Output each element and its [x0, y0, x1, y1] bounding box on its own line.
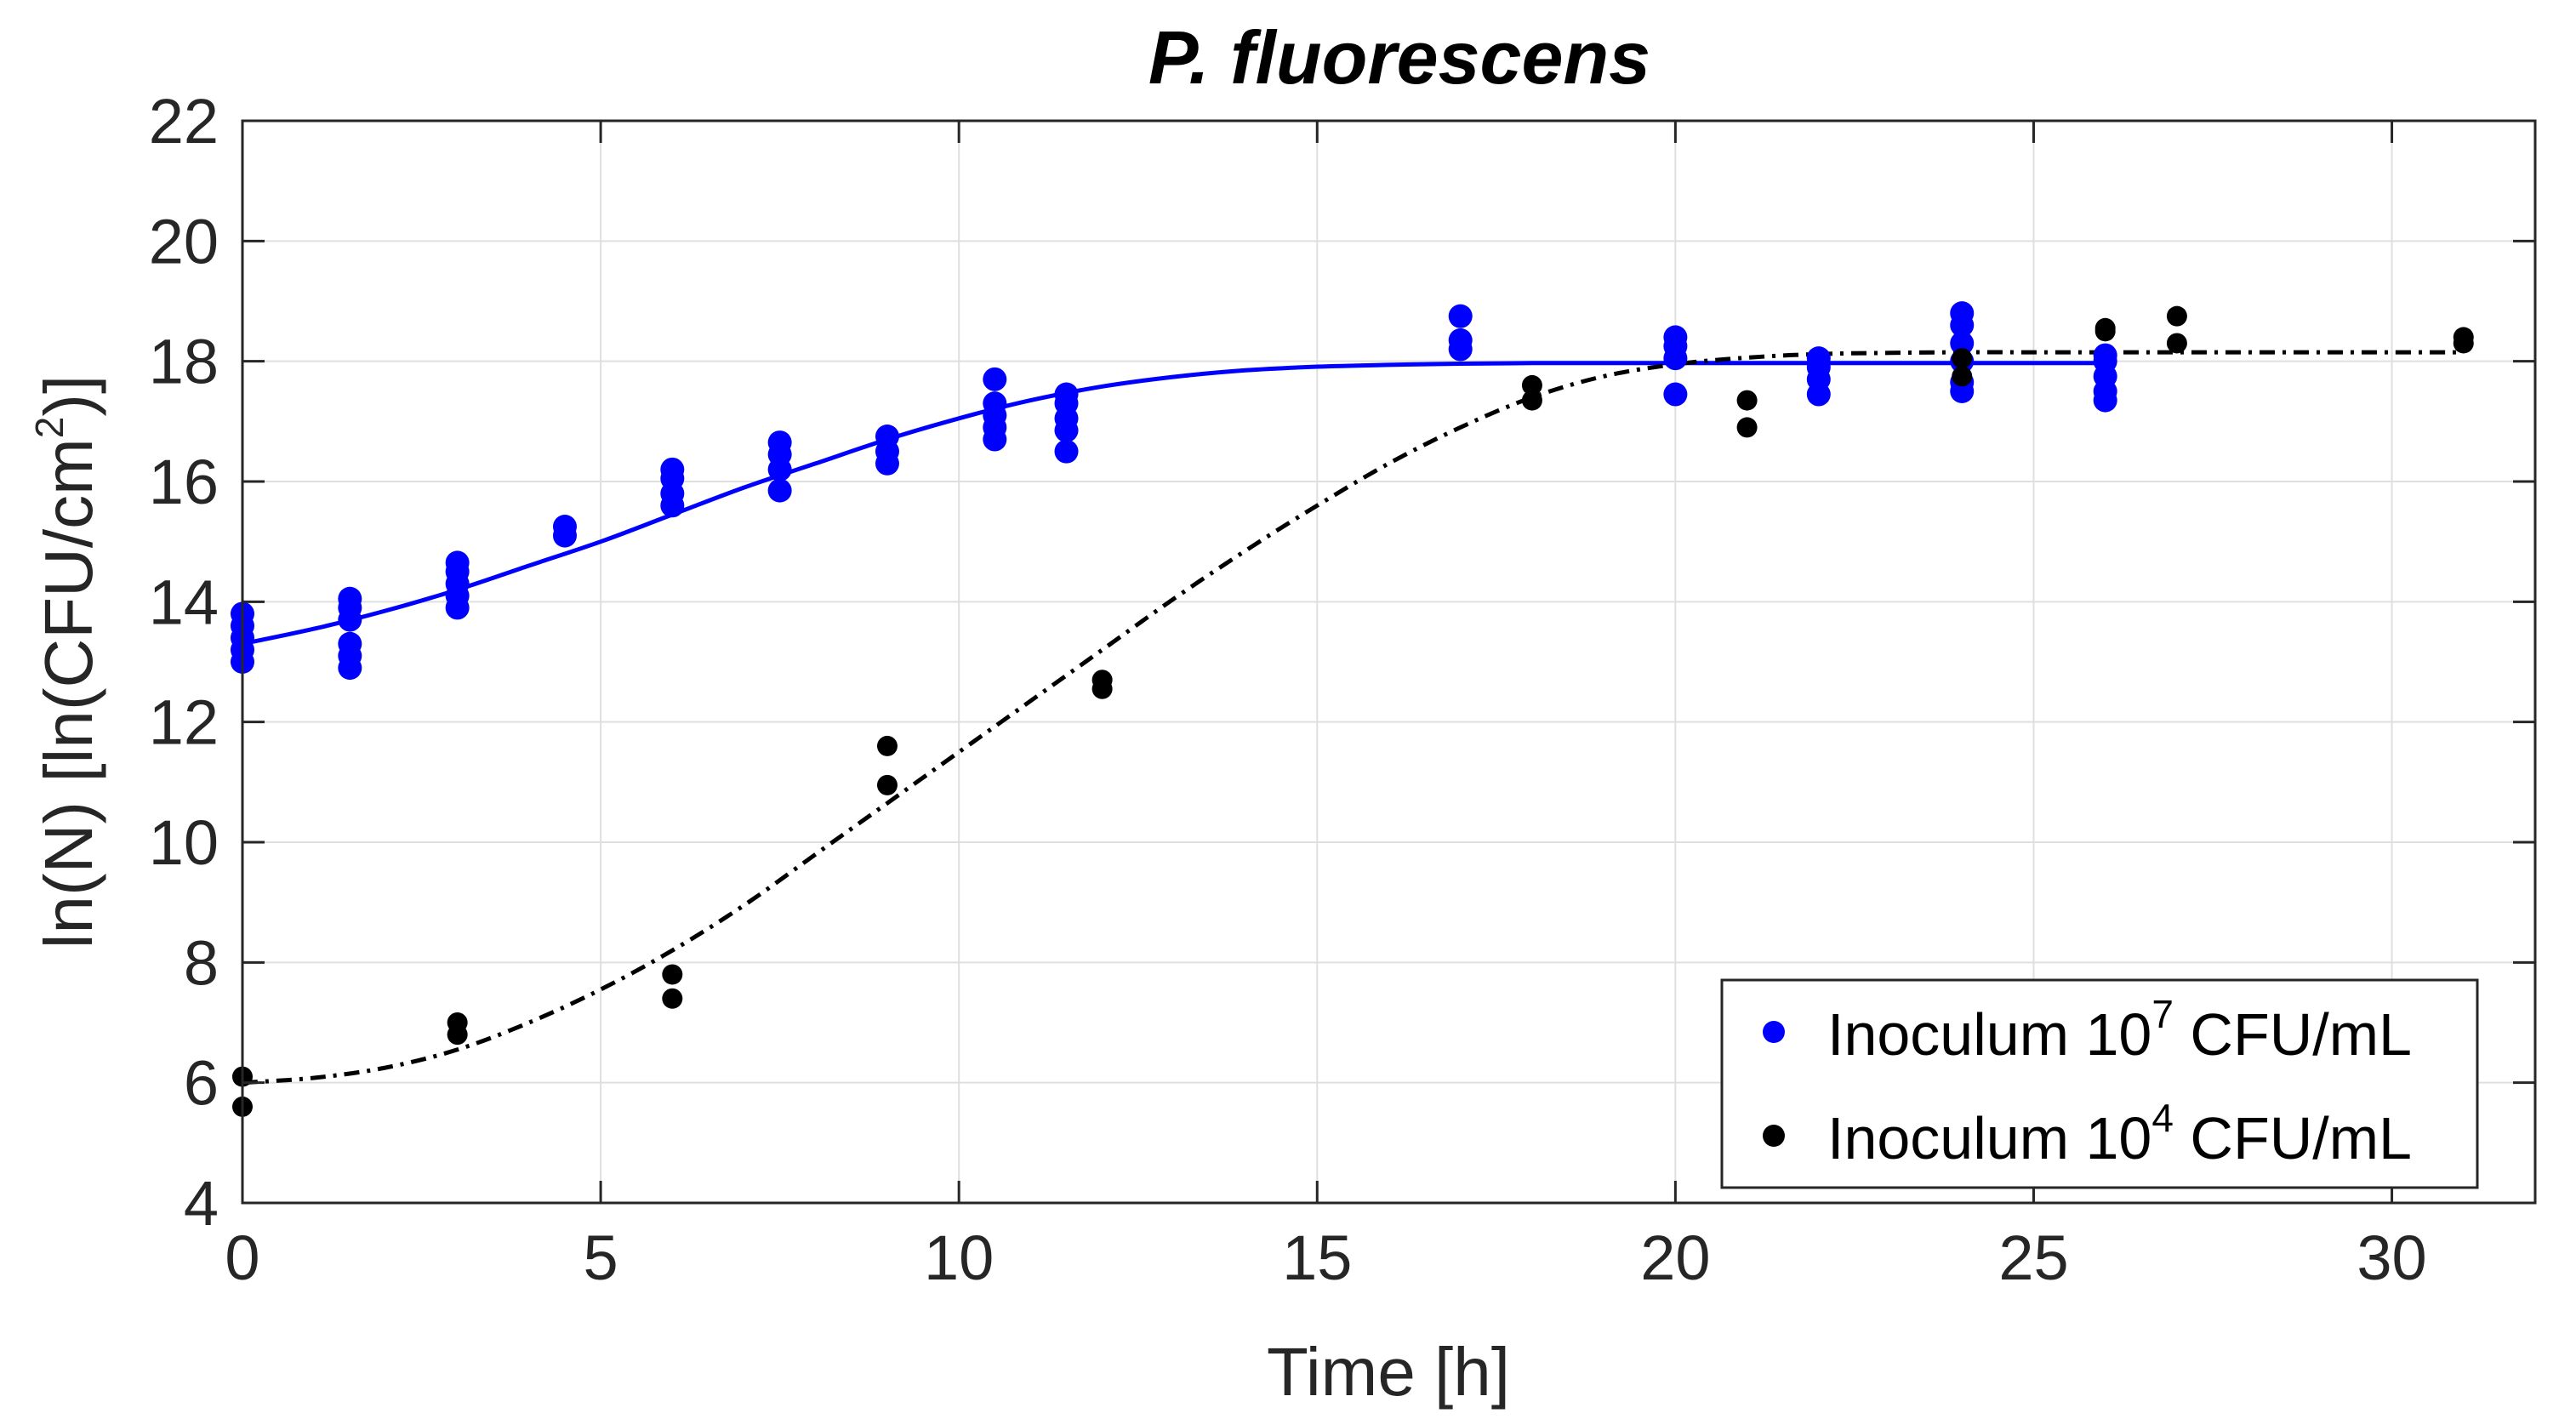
legend-entry-2-prefix: Inoculum 10 — [1827, 1105, 2151, 1171]
y-tick-label: 4 — [184, 1168, 219, 1239]
legend-entry-1-exponent: 7 — [2151, 992, 2174, 1036]
data-point-series-2 — [876, 735, 898, 756]
data-point-series-2 — [1091, 670, 1113, 691]
y-tick-label: 6 — [184, 1048, 219, 1119]
legend-entry-2-exponent: 4 — [2151, 1096, 2174, 1140]
data-point-series-2 — [1521, 390, 1542, 411]
fit-curve-series-2 — [242, 350, 2464, 1086]
data-point-series-1 — [1663, 325, 1688, 350]
data-point-series-2 — [2094, 317, 2116, 339]
data-point-series-1 — [2093, 343, 2117, 368]
data-points — [231, 301, 2474, 1117]
data-point-series-1 — [1054, 439, 1079, 464]
legend-entry-1-prefix: Inoculum 10 — [1827, 1001, 2151, 1068]
data-point-series-1 — [1806, 346, 1831, 371]
data-point-series-1 — [660, 457, 685, 482]
x-tick-label: 20 — [1640, 1222, 1710, 1293]
data-point-series-1 — [983, 367, 1007, 391]
data-point-series-1 — [767, 430, 792, 455]
fit-curve-series-1 — [242, 361, 2106, 647]
chart-title: P. fluorescens — [1148, 15, 1650, 100]
data-point-series-1 — [1950, 331, 1975, 356]
fit-curves — [242, 350, 2464, 1086]
data-point-series-2 — [662, 964, 683, 985]
y-tick-label: 8 — [184, 927, 219, 998]
y-tick-label: 20 — [149, 206, 219, 276]
y-tick-label: 14 — [149, 567, 219, 637]
axis-ticks — [241, 119, 2535, 1205]
data-point-series-2 — [447, 1012, 468, 1033]
legend-entry-1: Inoculum 107 CFU/mL — [1827, 992, 2412, 1068]
data-point-series-1 — [1950, 301, 1975, 326]
data-point-series-1 — [1663, 382, 1688, 407]
data-point-series-2 — [1952, 348, 1973, 369]
data-point-series-2 — [1736, 390, 1758, 411]
y-axis-label-prefix: ln(N) [ln(CFU/cm — [31, 438, 106, 949]
data-point-series-1 — [338, 631, 362, 656]
data-point-series-2 — [1521, 374, 1542, 396]
legend: Inoculum 107 CFU/mL Inoculum 104 CFU/mL — [1720, 978, 2479, 1189]
y-axis-label-superscript: 2 — [27, 417, 71, 439]
data-point-series-1 — [552, 515, 577, 539]
data-point-series-2 — [1736, 417, 1758, 438]
data-point-series-2 — [2166, 333, 2187, 354]
plot-frame — [241, 119, 2537, 1205]
data-point-series-2 — [2166, 305, 2187, 327]
y-tick-label: 12 — [149, 687, 219, 758]
x-tick-label: 30 — [2357, 1222, 2426, 1293]
data-point-series-1 — [1448, 304, 1473, 328]
legend-entry-1-suffix: CFU/mL — [2174, 1001, 2412, 1068]
data-point-series-1 — [338, 586, 362, 611]
x-tick-labels: 0 5 10 15 20 25 30 — [225, 1222, 2426, 1293]
y-tick-label: 22 — [149, 86, 219, 157]
data-point-series-1 — [1054, 382, 1079, 407]
data-point-series-1 — [875, 425, 899, 448]
data-point-series-1 — [1448, 328, 1473, 352]
x-tick-label: 25 — [1998, 1222, 2068, 1293]
x-tick-label: 15 — [1282, 1222, 1352, 1293]
legend-entry-2-suffix: CFU/mL — [2174, 1105, 2412, 1171]
x-tick-label: 0 — [225, 1222, 259, 1293]
data-point-series-2 — [662, 988, 683, 1009]
data-point-series-2 — [2453, 327, 2474, 348]
data-point-series-1 — [983, 391, 1007, 416]
y-tick-label: 10 — [149, 807, 219, 878]
data-point-series-2 — [876, 774, 898, 795]
y-tick-label: 18 — [149, 327, 219, 397]
y-axis-label: ln(N) [ln(CFU/cm2)] — [27, 375, 106, 949]
y-tick-label: 16 — [149, 447, 219, 517]
data-point-series-1 — [445, 550, 470, 575]
x-tick-label: 10 — [924, 1222, 994, 1293]
data-point-series-2 — [1952, 366, 1973, 387]
y-axis-label-suffix: )] — [31, 375, 106, 417]
x-tick-label: 5 — [584, 1222, 618, 1293]
legend-entry-2: Inoculum 104 CFU/mL — [1827, 1096, 2412, 1171]
legend-marker-blue — [1763, 1021, 1785, 1043]
y-tick-labels: 4 6 8 10 12 14 16 18 20 22 — [149, 86, 219, 1239]
x-axis-label: Time [h] — [1267, 1334, 1510, 1410]
legend-marker-black — [1763, 1125, 1785, 1147]
data-point-series-1 — [767, 478, 792, 503]
legend-box — [1720, 978, 2479, 1189]
